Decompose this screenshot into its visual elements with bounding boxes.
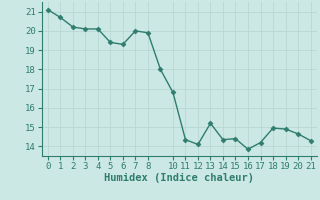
X-axis label: Humidex (Indice chaleur): Humidex (Indice chaleur): [104, 173, 254, 183]
